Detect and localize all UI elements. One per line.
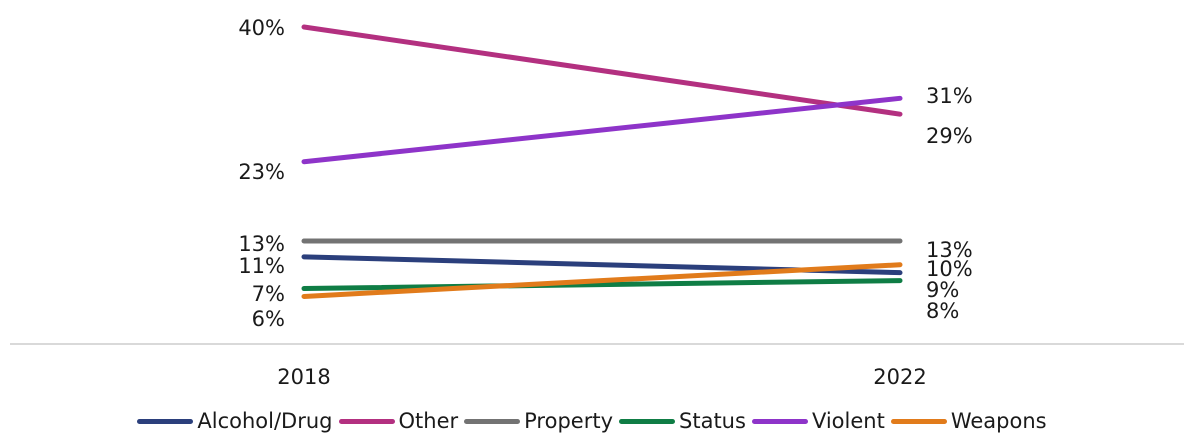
legend-label: Status — [679, 409, 746, 433]
legend: Alcohol/Drug Other Property Status Violent We… — [0, 405, 1184, 437]
x-axis-tick-labels: 2018 2022 — [277, 365, 926, 389]
legend-label: Property — [524, 409, 614, 433]
data-label-2022-weapons: 10% — [926, 257, 973, 281]
legend-item-status: Status — [619, 409, 746, 433]
data-label-2022-status: 8% — [926, 299, 959, 323]
data-label-2018-status: 7% — [252, 282, 285, 306]
data-label-2022-alcohol-drug: 9% — [926, 278, 959, 302]
x-tick-label-2022: 2022 — [873, 365, 926, 389]
data-label-2018-property: 13% — [238, 232, 285, 256]
legend-swatch — [619, 418, 676, 424]
data-label-2018-weapons: 6% — [252, 307, 285, 331]
legend-item-alcohol-drug: Alcohol/Drug — [137, 409, 333, 433]
series-line-other — [301, 24, 903, 117]
legend-swatch — [137, 418, 194, 424]
data-labels: 11% 9% 40% 29% 13% 13% 7% 8% 23% 31% 6% 10% — [238, 16, 972, 331]
data-label-2018-violent: 23% — [238, 160, 285, 184]
x-tick-label-2018: 2018 — [277, 365, 330, 389]
legend-swatch — [464, 418, 521, 424]
data-label-2022-other: 29% — [926, 124, 973, 148]
legend-item-other: Other — [338, 409, 459, 433]
legend-item-violent: Violent — [751, 409, 885, 433]
data-label-2018-other: 40% — [238, 16, 285, 40]
legend-item-property: Property — [464, 409, 613, 433]
legend-swatch — [890, 418, 947, 424]
data-label-2022-property: 13% — [926, 238, 973, 262]
series-line-status — [301, 278, 903, 292]
data-label-2018-alcohol-drug: 11% — [238, 254, 285, 278]
legend-swatch — [751, 418, 808, 424]
series-line-weapons — [301, 262, 903, 299]
legend-swatch — [338, 418, 395, 424]
legend-label: Weapons — [950, 409, 1047, 433]
legend-item-weapons: Weapons — [890, 409, 1047, 433]
data-label-2022-violent: 31% — [926, 84, 973, 108]
series-line-violent — [301, 95, 903, 165]
legend-label: Violent — [811, 409, 885, 433]
series-lines — [301, 24, 903, 299]
legend-label: Other — [398, 409, 459, 433]
legend-label: Alcohol/Drug — [197, 409, 333, 433]
